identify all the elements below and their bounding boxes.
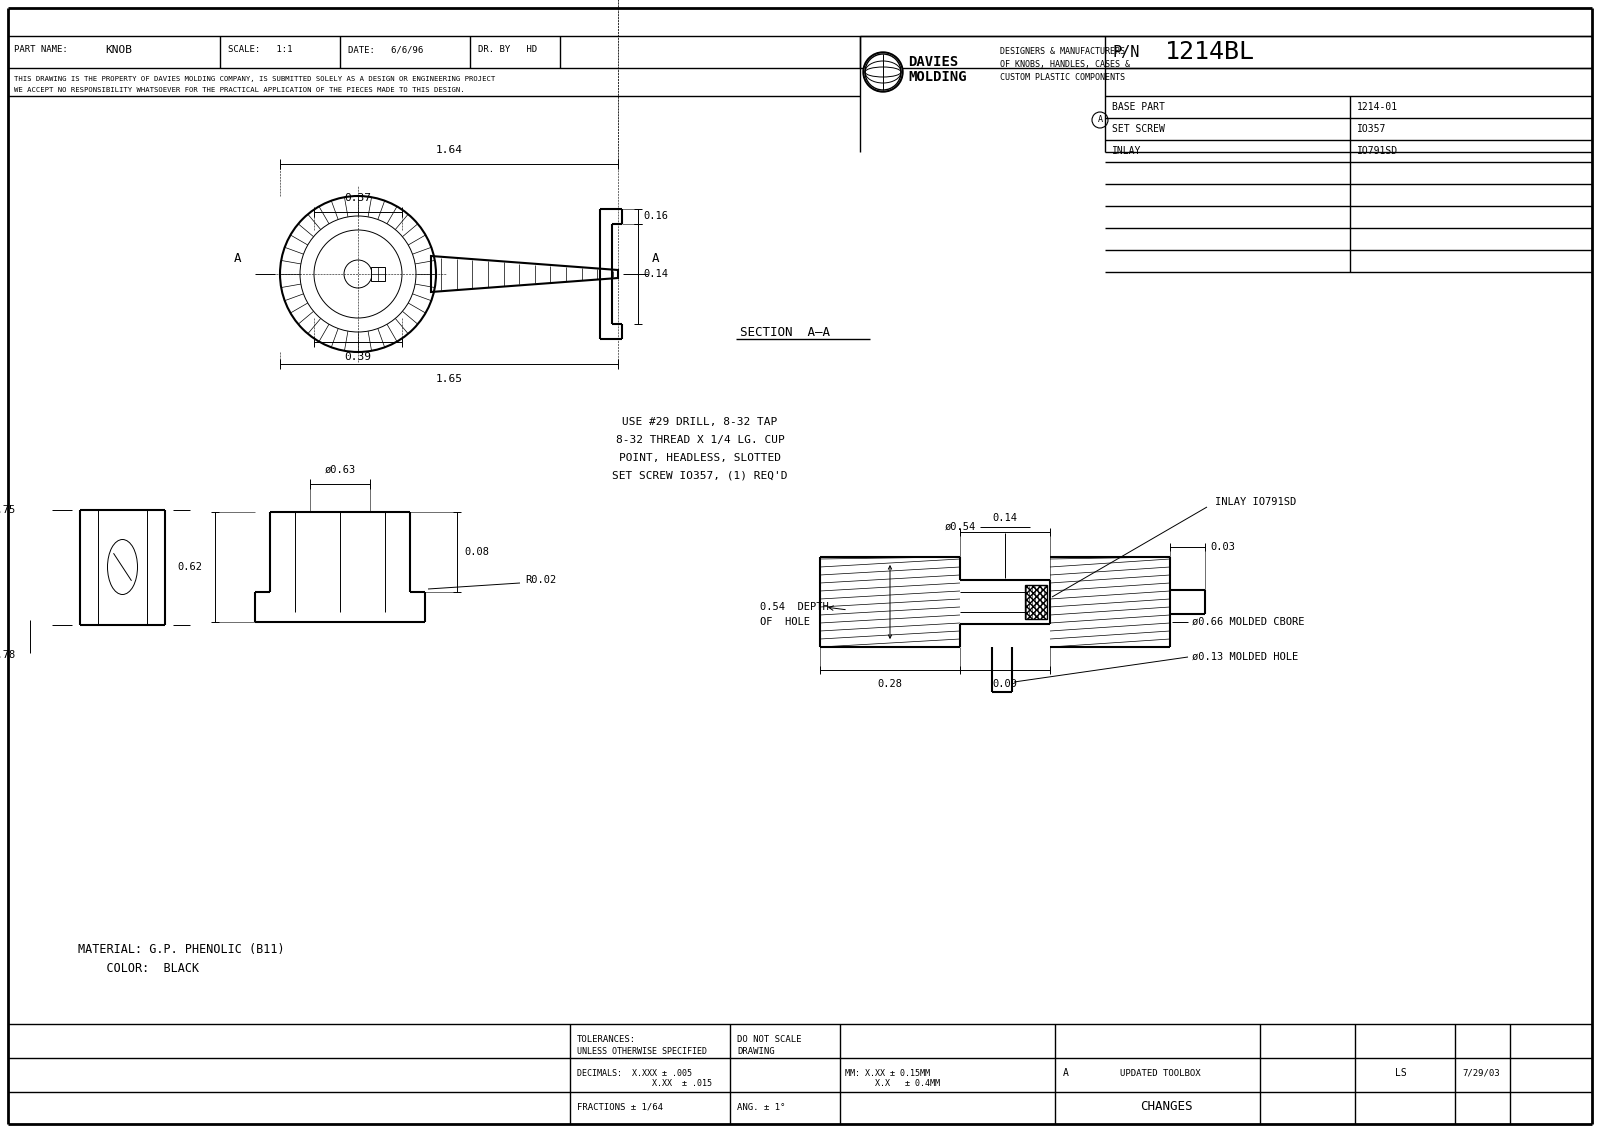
Circle shape (866, 54, 901, 91)
Text: DAVIES: DAVIES (909, 55, 958, 69)
Text: 0.08: 0.08 (464, 547, 490, 557)
Text: A: A (1098, 115, 1102, 125)
Text: X.XX  ± .015: X.XX ± .015 (578, 1080, 712, 1089)
Text: WE ACCEPT NO RESPONSIBILITY WHATSOEVER FOR THE PRACTICAL APPLICATION OF THE PIEC: WE ACCEPT NO RESPONSIBILITY WHATSOEVER F… (14, 87, 464, 93)
Text: SET SCREW IO357, (1) REQ'D: SET SCREW IO357, (1) REQ'D (613, 471, 787, 481)
Text: TOLERANCES:: TOLERANCES: (578, 1035, 637, 1044)
Text: FRACTIONS ± 1/64: FRACTIONS ± 1/64 (578, 1103, 662, 1112)
Text: CUSTOM PLASTIC COMPONENTS: CUSTOM PLASTIC COMPONENTS (1000, 74, 1125, 83)
Text: OF  HOLE: OF HOLE (760, 617, 810, 627)
Bar (1026, 585, 1046, 619)
Text: R0.02: R0.02 (525, 575, 557, 585)
Text: A: A (653, 251, 659, 265)
Text: 1214BL: 1214BL (1165, 40, 1254, 65)
Text: 0.28: 0.28 (877, 679, 902, 689)
Text: A: A (1062, 1067, 1069, 1078)
Text: MATERIAL: G.P. PHENOLIC (B11): MATERIAL: G.P. PHENOLIC (B11) (78, 943, 285, 955)
Text: MM: X.XX ± 0.15MM: MM: X.XX ± 0.15MM (845, 1069, 930, 1078)
Text: MOLDING: MOLDING (909, 70, 966, 84)
Text: BASE PART: BASE PART (1112, 102, 1165, 112)
Text: ø0.54: ø0.54 (944, 522, 976, 532)
Text: DESIGNERS & MANUFACTURERS: DESIGNERS & MANUFACTURERS (1000, 48, 1125, 57)
Text: A: A (234, 251, 242, 265)
Text: 1214-01: 1214-01 (1357, 102, 1398, 112)
Text: THIS DRAWING IS THE PROPERTY OF DAVIES MOLDING COMPANY, IS SUBMITTED SOLELY AS A: THIS DRAWING IS THE PROPERTY OF DAVIES M… (14, 76, 496, 82)
Text: USE #29 DRILL, 8-32 TAP: USE #29 DRILL, 8-32 TAP (622, 417, 778, 427)
Text: 0.54  DEPTH: 0.54 DEPTH (760, 602, 829, 612)
Text: KNOB: KNOB (106, 45, 131, 55)
Text: ø0.13 MOLDED HOLE: ø0.13 MOLDED HOLE (1192, 652, 1298, 662)
Text: ø0.66 MOLDED CBORE: ø0.66 MOLDED CBORE (1192, 617, 1304, 627)
Text: 0.16: 0.16 (643, 211, 669, 221)
Text: INLAY: INLAY (1112, 146, 1141, 156)
Text: COLOR:  BLACK: COLOR: BLACK (78, 962, 198, 976)
Text: 0.37: 0.37 (344, 192, 371, 203)
Text: CHANGES: CHANGES (1139, 1100, 1192, 1114)
Text: 1.64: 1.64 (435, 145, 462, 155)
Text: 0.39: 0.39 (344, 352, 371, 362)
Text: ø0.75: ø0.75 (0, 505, 16, 515)
Text: X.X   ± 0.4MM: X.X ± 0.4MM (845, 1080, 941, 1089)
Text: 1.65: 1.65 (435, 374, 462, 384)
Text: DR. BY   HD: DR. BY HD (478, 45, 538, 54)
Text: 0.14: 0.14 (643, 269, 669, 278)
Text: 8-32 THREAD X 1/4 LG. CUP: 8-32 THREAD X 1/4 LG. CUP (616, 435, 784, 445)
Text: DATE:   6/6/96: DATE: 6/6/96 (349, 45, 424, 54)
Text: 0.62: 0.62 (178, 561, 202, 572)
Text: SET SCREW: SET SCREW (1112, 125, 1165, 134)
Text: 0.09: 0.09 (992, 679, 1018, 689)
Text: ANG. ± 1°: ANG. ± 1° (738, 1103, 786, 1112)
Text: OF KNOBS, HANDLES, CASES &: OF KNOBS, HANDLES, CASES & (1000, 60, 1130, 69)
Bar (819, 557, 1170, 648)
Text: UPDATED TOOLBOX: UPDATED TOOLBOX (1120, 1069, 1200, 1078)
Text: 0.14: 0.14 (992, 513, 1018, 523)
Text: IO791SD: IO791SD (1357, 146, 1398, 156)
Text: DRAWING: DRAWING (738, 1047, 774, 1056)
Text: DO NOT SCALE: DO NOT SCALE (738, 1035, 802, 1044)
Text: DECIMALS:  X.XXX ± .005: DECIMALS: X.XXX ± .005 (578, 1069, 691, 1078)
Bar (371, 267, 386, 281)
Text: SECTION  A–A: SECTION A–A (739, 326, 830, 338)
Text: LS: LS (1395, 1067, 1406, 1078)
Text: IO357: IO357 (1357, 125, 1386, 134)
Text: 0.03: 0.03 (1210, 542, 1235, 552)
Text: PART NAME:: PART NAME: (14, 45, 67, 54)
Text: POINT, HEADLESS, SLOTTED: POINT, HEADLESS, SLOTTED (619, 453, 781, 463)
Text: ø0.63: ø0.63 (325, 465, 355, 475)
Text: 7/29/03: 7/29/03 (1462, 1069, 1499, 1078)
Text: SCALE:   1:1: SCALE: 1:1 (229, 45, 293, 54)
Circle shape (862, 52, 902, 92)
Text: UNLESS OTHERWISE SPECIFIED: UNLESS OTHERWISE SPECIFIED (578, 1047, 707, 1056)
Text: ø0.78: ø0.78 (0, 650, 16, 660)
Text: INLAY IO791SD: INLAY IO791SD (1214, 497, 1296, 507)
Text: P/N: P/N (1114, 44, 1141, 60)
